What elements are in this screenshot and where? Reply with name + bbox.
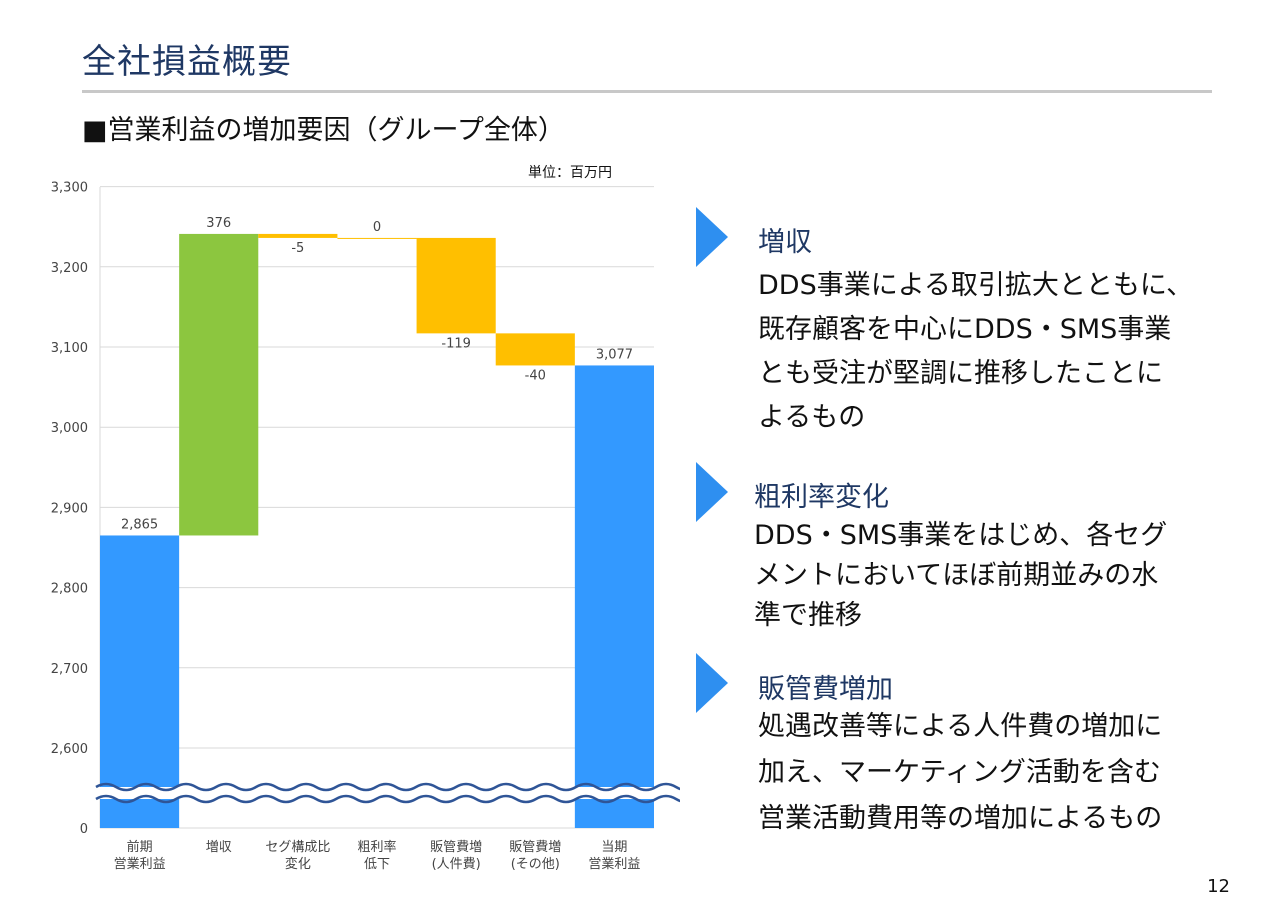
y-tick-label: 3,300 [51,181,88,196]
y-tick-label: 3,100 [51,341,88,356]
reason-line: よるもの [758,402,866,433]
waterfall-bar [337,237,417,239]
data-label: 0 [373,220,381,235]
data-label: -40 [525,368,546,383]
reason-heading: 販管費増加 [758,674,893,705]
waterfall-bar [258,233,338,238]
waterfall-bar [574,365,654,828]
y-tick-label: 2,900 [51,501,88,516]
reason-line: 営業活動費用等の増加によるもの [758,803,1163,834]
category-label: 粗利率 [357,839,396,855]
reason-line: DDS・SMS事業をはじめ、各セグ [754,520,1168,551]
chart-subtitle: ■営業利益の増加要因（グループ全体） [82,115,565,146]
reason-text: DDS事業による取引拡大とともに、 既存顧客を中心にDDS・SMS事業 とも受注… [758,264,1193,440]
reason-heading: 粗利率変化 [754,482,889,513]
category-label: (その他) [511,857,560,872]
reason-line: とも受注が堅調に推移したことに [758,358,1163,389]
category-label: 当期 [601,840,627,855]
category-label: 低下 [364,857,390,872]
y-tick-label: 3,200 [51,261,88,276]
reason-heading: 増収 [758,227,812,258]
y-tick-label: 2,600 [51,742,88,757]
arrow-right-icon [696,653,728,713]
category-label: 変化 [285,856,311,872]
category-label: セグ構成比 [265,840,330,855]
data-label: 376 [206,216,231,231]
page-number: 12 [1207,876,1230,897]
category-label: 前期 [127,839,153,855]
category-label: 営業利益 [114,856,166,872]
axis-break-wave [95,782,680,792]
axis-break [94,782,680,804]
reason-line: 処遇改善等による人件費の増加に [758,711,1163,742]
category-label: 増収 [206,840,232,855]
reason-line: 準で推移 [754,600,862,631]
data-label: 3,077 [596,347,633,362]
page-title: 全社損益概要 [82,42,292,82]
reason-line: DDS事業による取引拡大とともに、 [758,270,1194,301]
arrow-right-icon [696,462,728,522]
unit-label: 単位：百万円 [528,165,612,181]
reason-line: メントにおいてほぼ前期並みの水 [754,560,1159,591]
waterfall-bar [100,535,180,828]
data-label: -119 [441,336,471,351]
waterfall-chart: 0 2,600 2,700 2,800 2,900 3,000 3,100 3,200 3,30… [51,181,680,872]
category-label: 営業利益 [588,856,640,872]
reason-line: 既存顧客を中心にDDS・SMS事業 [758,314,1172,345]
axis-break-wave [95,794,680,804]
reason-line: 加え、マーケティング活動を含む [758,757,1161,788]
reason-text: DDS・SMS事業をはじめ、各セグ メントにおいてほぼ前期並みの水 準で推移 [754,516,1167,636]
waterfall-bar [179,233,259,536]
y-tick-label: 3,000 [51,421,88,436]
category-label: (人件費) [432,857,481,872]
category-label: 販管費増 [509,840,561,855]
y-tick-label: 2,700 [51,662,88,677]
waterfall-bar [416,237,496,334]
waterfall-bar [495,333,575,366]
reason-text: 処遇改善等による人件費の増加に 加え、マーケティング活動を含む 営業活動費用等の… [758,704,1162,842]
y-tick-label: 2,800 [51,582,88,597]
data-label: -5 [291,241,304,256]
y-tick-label: 0 [80,822,88,837]
category-label: 販管費増 [430,840,482,855]
title-divider [82,90,1212,93]
arrow-right-icon [696,207,728,267]
data-label: 2,865 [121,517,158,532]
